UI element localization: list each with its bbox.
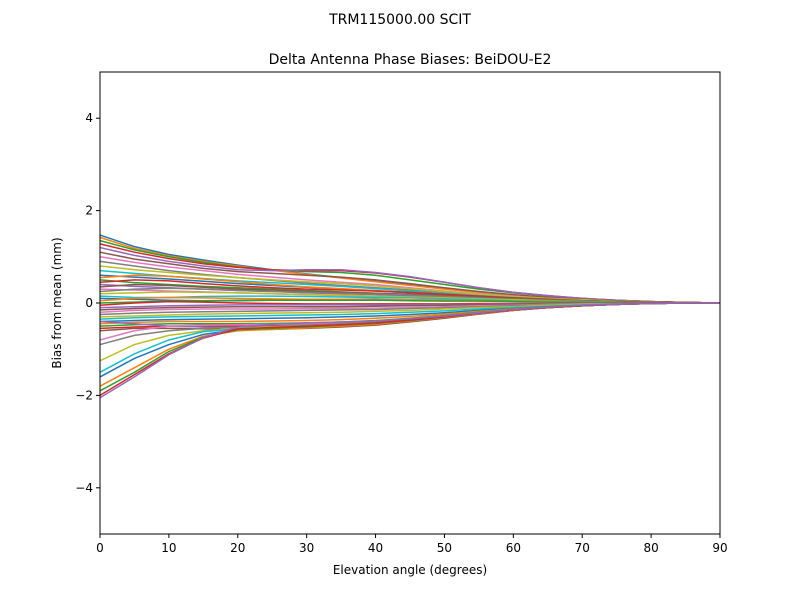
chart-suptitle: TRM115000.00 SCIT: [328, 12, 471, 28]
chart-title: Delta Antenna Phase Biases: BeiDOU-E2: [269, 52, 552, 68]
y-tick-label: −4: [75, 481, 93, 495]
y-tick-label: 0: [85, 296, 93, 310]
x-tick-label: 10: [161, 541, 176, 555]
x-tick-label: 40: [368, 541, 383, 555]
y-tick-label: −2: [75, 388, 93, 402]
x-tick-label: 90: [712, 541, 727, 555]
y-axis: −4 −2 0 2 4: [75, 111, 100, 495]
series-layer: [99, 234, 721, 399]
x-tick-label: 80: [643, 541, 658, 555]
x-tick-label: 70: [575, 541, 590, 555]
y-tick-label: 2: [85, 204, 93, 218]
series-line-45: [99, 302, 720, 399]
y-axis-label: Bias from mean (mm): [50, 237, 64, 368]
x-tick-label: 50: [437, 541, 452, 555]
x-axis: 0 10 20 30 40 50 60 70 80 90: [96, 534, 728, 555]
x-tick-label: 20: [230, 541, 245, 555]
x-axis-label: Elevation angle (degrees): [333, 563, 487, 577]
x-tick-label: 30: [299, 541, 314, 555]
y-tick-label: 4: [85, 111, 93, 125]
x-tick-label: 0: [96, 541, 104, 555]
x-tick-label: 60: [506, 541, 521, 555]
